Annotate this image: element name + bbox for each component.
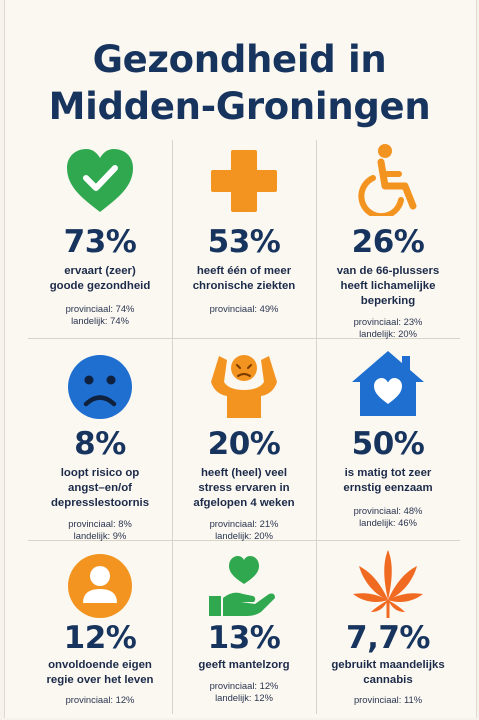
house-heart-icon (352, 351, 424, 416)
stat-percentage: 53% (207, 224, 281, 260)
stat-percentage: 7,7% (346, 620, 430, 656)
page-title: Gezondheid in Midden-Groningen (0, 36, 479, 130)
stat-description: heeft (heel) veel stress ervaren in afge… (193, 467, 295, 509)
stat-description: heeft één of meer chronische ziekten (192, 265, 296, 292)
stat-description: ervaart (zeer) goode gezondheid (49, 265, 151, 292)
row-divider (28, 338, 460, 339)
wheelchair-icon (358, 144, 417, 216)
stat-comparison: provinciaal: 21% landelijk: 20% (209, 518, 279, 541)
stat-comparison: provinciaal: 48% landelijk: 46% (353, 505, 423, 528)
column-divider (316, 140, 317, 714)
stat-card-physical-disability: 26% van de 66-plussers heeft lichamelijk… (316, 136, 460, 339)
stat-description: is matig tot zeer ernstig eenzaam (343, 467, 433, 494)
stat-description: van de 66-plussers heeft lichamelijke be… (336, 265, 440, 307)
person-icon (68, 554, 132, 618)
stat-comparison: provinciaal: 8% landelijk: 9% (68, 518, 132, 541)
title-line-1: Gezondheid in (92, 38, 387, 81)
stat-comparison: provinciaal: 49% (209, 303, 279, 314)
stat-card-stress: 20% heeft (heel) veel stress ervaren in … (172, 338, 316, 541)
stat-percentage: 73% (63, 224, 137, 260)
stat-comparison: provinciaal: 12% (65, 694, 135, 705)
stat-percentage: 13% (207, 620, 281, 656)
stat-comparison: provinciaal: 11% (353, 694, 423, 705)
sad-face-icon (68, 355, 132, 419)
stat-card-self-control: 12% onvoldoende eigen regie over het lev… (28, 540, 172, 716)
column-divider (172, 140, 173, 714)
row-divider (28, 540, 460, 541)
cannabis-leaf-icon (353, 550, 423, 618)
stat-description: geeft mantelzorg (198, 659, 290, 671)
stat-description: gebruikt maandelijks cannabis (331, 659, 445, 686)
stat-card-loneliness: 50% is matig tot zeer ernstig eenzaam pr… (316, 338, 460, 540)
heart-check-icon (67, 149, 133, 212)
stat-percentage: 26% (351, 224, 425, 260)
stat-percentage: 50% (351, 426, 425, 462)
stat-comparison: provinciaal: 23% landelijk: 20% (353, 316, 423, 339)
stressed-person-icon (211, 355, 277, 418)
stat-card-cannabis: 7,7% gebruikt maandelijks cannabis provi… (316, 540, 460, 716)
stat-description: onvoldoende eigen regie over het leven (46, 659, 154, 686)
stat-percentage: 12% (63, 620, 137, 656)
stat-card-anxiety-depression: 8% loopt risico op angst–en/of depressle… (28, 338, 172, 541)
stat-description: loopt risico op angst–en/of depresslesto… (50, 467, 150, 509)
stat-percentage: 8% (74, 426, 126, 462)
title-line-2: Midden-Groningen (48, 85, 431, 128)
stats-grid: 73% ervaart (zeer) goode gezondheid prov… (28, 136, 460, 716)
stat-percentage: 20% (207, 426, 281, 462)
hand-heart-icon (209, 556, 275, 616)
stat-card-chronic-disease: 53% heeft één of meer chronische ziekten… (172, 136, 316, 338)
stat-card-good-health: 73% ervaart (zeer) goode gezondheid prov… (28, 136, 172, 338)
medical-cross-icon (211, 150, 277, 212)
stat-comparison: provinciaal: 12% landelijk: 12% (209, 680, 279, 703)
stat-card-informal-care: 13% geeft mantelzorg provinciaal: 12% la… (172, 540, 316, 716)
stat-comparison: provinciaal: 74% landelijk: 74% (65, 303, 135, 326)
